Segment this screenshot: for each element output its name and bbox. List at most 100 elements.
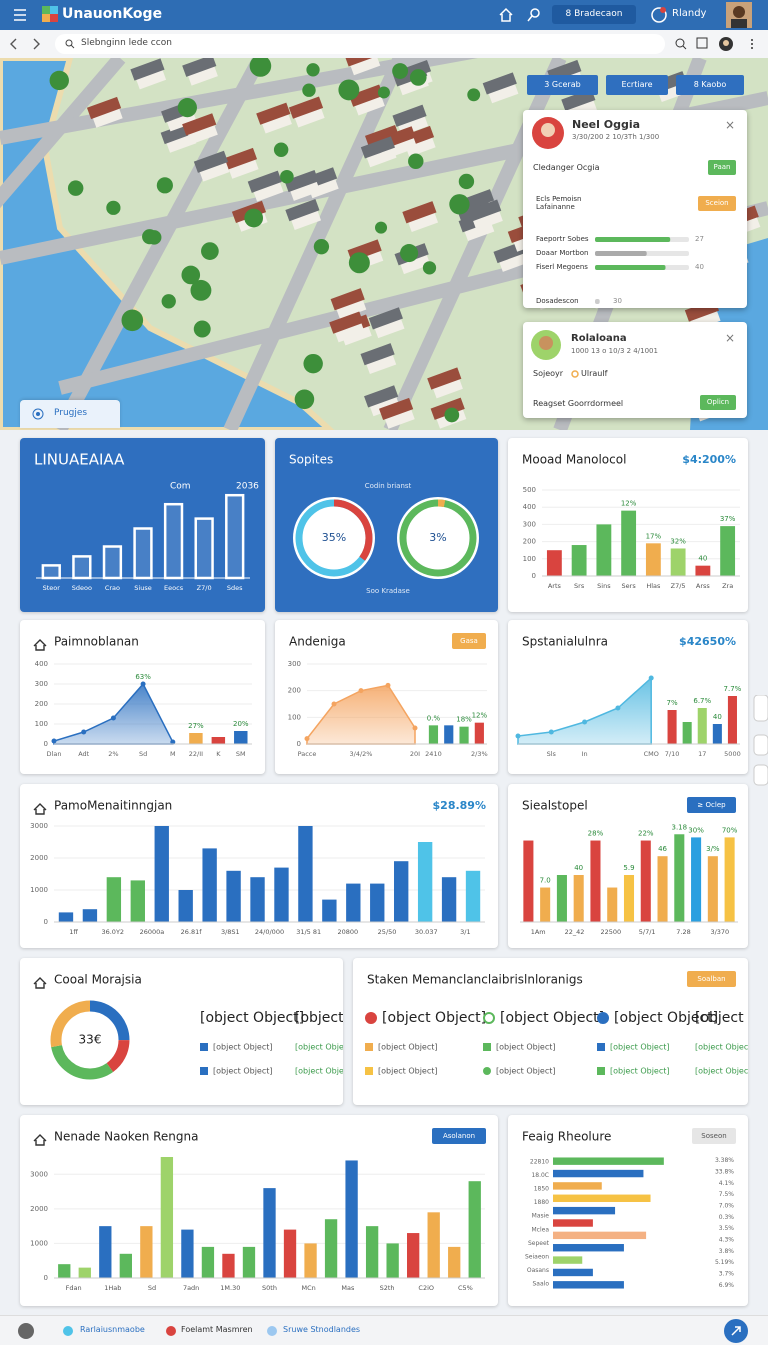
- side-tabs[interactable]: [752, 695, 768, 795]
- house: [427, 367, 463, 399]
- bar: [621, 510, 637, 576]
- footer-link[interactable]: Rarlaiusnmaobe: [80, 1325, 145, 1334]
- map-button[interactable]: Ecrtiare: [606, 75, 668, 95]
- bar: [448, 1246, 461, 1278]
- y-tick-label: 400: [523, 503, 536, 511]
- header-button[interactable]: 8 Bradecaon: [552, 5, 636, 24]
- section-button[interactable]: Sceion: [698, 196, 736, 211]
- panel-title: Staken Memanclanclaibrislnloranigs: [367, 973, 583, 987]
- card-action[interactable]: Paan: [708, 160, 736, 175]
- map-button[interactable]: 3 Gcerab: [527, 75, 598, 95]
- house: [284, 169, 321, 201]
- panel-title: Spstanialulnra: [522, 635, 608, 649]
- tree: [338, 79, 360, 101]
- x-tick-label: 2410: [425, 750, 442, 758]
- x-tick-label: 2%: [108, 750, 118, 758]
- annotation: 40: [698, 555, 707, 563]
- y-tick-label: 3000: [30, 822, 48, 830]
- footer-link[interactable]: Foelamt Masmren: [181, 1325, 253, 1334]
- bar: [263, 1188, 276, 1278]
- bar: [553, 1206, 616, 1215]
- panel: Nenade Naoken Rengna Asolanon 0 1000 2000 300…: [20, 1115, 498, 1306]
- home-icon[interactable]: [498, 7, 514, 23]
- search-field[interactable]: Slebnginn lede ccon: [55, 34, 665, 54]
- toolbar-icons[interactable]: [672, 36, 762, 52]
- card-action[interactable]: Oplicn: [700, 395, 736, 410]
- avatar[interactable]: [726, 2, 752, 28]
- bar: [106, 877, 122, 922]
- tree: [249, 58, 272, 77]
- bar: [553, 1169, 644, 1178]
- bar: [553, 1281, 624, 1289]
- area-point: [648, 675, 654, 681]
- x-tick-label: Mas: [341, 1284, 355, 1292]
- house-roof: [379, 397, 414, 421]
- y-tick-label: 0: [532, 572, 536, 580]
- x-tick-label: Fdan: [66, 1284, 82, 1292]
- tree: [190, 279, 212, 301]
- house-roof: [349, 84, 384, 107]
- panel-button-label: Asolanon: [443, 1132, 475, 1140]
- map-button[interactable]: 8 Kaobo: [676, 75, 744, 95]
- bar: [596, 524, 612, 576]
- close-button[interactable]: ×: [725, 331, 736, 345]
- panel-button[interactable]: [692, 1128, 736, 1144]
- notify-icon[interactable]: [650, 6, 668, 24]
- area: [306, 684, 416, 745]
- ring-segment: [50, 1000, 130, 1080]
- panel-button[interactable]: [452, 633, 486, 649]
- bar: [465, 870, 481, 922]
- x-tick-label: 5/7/1: [639, 928, 656, 936]
- annotation: 4.1%: [719, 1180, 735, 1187]
- bar: [250, 877, 265, 922]
- annotation: 18%: [456, 716, 472, 724]
- close-button[interactable]: ×: [725, 118, 736, 132]
- legend-label: [object Object]: [610, 1043, 670, 1052]
- x-tick-label: Arts: [548, 582, 562, 590]
- house: [86, 96, 123, 128]
- house-roof: [285, 199, 320, 222]
- road: [53, 58, 267, 430]
- panel-badge: $28.89%: [433, 799, 486, 812]
- x-tick-label: Sdes: [227, 584, 243, 592]
- panel-button[interactable]: [687, 797, 736, 813]
- tree: [156, 177, 173, 194]
- legend-label: [object Object]: [295, 1067, 343, 1076]
- annotation: 0.%: [427, 714, 441, 722]
- legend-swatch: [597, 1043, 605, 1051]
- annotation: 0.3%: [719, 1214, 735, 1221]
- map-tab[interactable]: Prugjes: [20, 400, 120, 428]
- footer-link[interactable]: Sruwe Stnodlandes: [283, 1325, 361, 1334]
- house: [402, 201, 439, 233]
- x-tick-label: 7.28: [676, 928, 690, 936]
- legend-swatch: [483, 1067, 491, 1075]
- row-bar: [595, 265, 689, 270]
- annotation: 7.5%: [719, 1191, 735, 1198]
- bar: [553, 1182, 602, 1190]
- panel-button[interactable]: [687, 971, 736, 987]
- legend-label: [object Object]: [378, 1067, 438, 1076]
- bar: [226, 870, 241, 922]
- bar: [546, 550, 562, 576]
- fab[interactable]: [724, 1319, 748, 1343]
- panel: PamoMenaitinngjan $28.89% 0 1000 2000 3000 1ff…: [20, 784, 498, 948]
- menu-icon[interactable]: [14, 9, 28, 21]
- nav-arrows[interactable]: [8, 38, 48, 50]
- y-tick-label: 200: [288, 687, 301, 695]
- y-tick-label: 100: [35, 720, 48, 728]
- house: [329, 311, 365, 343]
- annotation: 28%: [588, 830, 604, 838]
- search-icon[interactable]: [526, 7, 542, 23]
- legend-label: [object Object]: [213, 1067, 273, 1076]
- house: [182, 58, 218, 86]
- panel: Siealstopel ≥ Oclep 1Am 22_42 22500 5/7/1 7.28…: [508, 784, 748, 948]
- x-tick-label: S0th: [262, 1284, 277, 1292]
- bar: [724, 837, 735, 922]
- bar: [222, 1253, 235, 1278]
- panel-button[interactable]: [432, 1128, 486, 1144]
- x-tick-label: 36.0Y2: [101, 928, 124, 936]
- bar: [523, 840, 534, 922]
- y-tick-label: 200: [35, 700, 48, 708]
- row-label: Fiserl Megoens: [536, 263, 588, 271]
- house-roof: [247, 170, 282, 193]
